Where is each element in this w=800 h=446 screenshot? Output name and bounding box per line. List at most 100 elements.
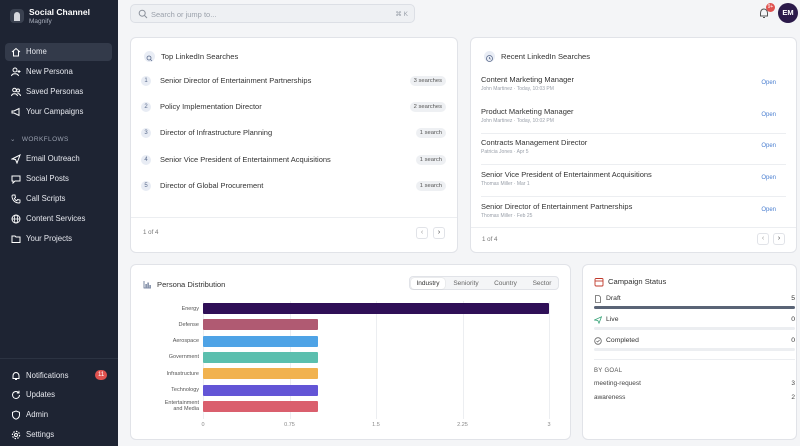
global-search-input[interactable]: Search or jump to... ⌘ K <box>130 4 415 23</box>
search-icon <box>144 51 155 62</box>
rank-number: 3 <box>141 128 151 138</box>
open-link[interactable]: Open <box>761 175 776 181</box>
chart-bar[interactable] <box>203 351 319 363</box>
user-plus-icon <box>11 67 21 77</box>
users-icon <box>11 87 21 97</box>
sidebar-divider <box>0 358 118 359</box>
gear-icon <box>11 430 21 440</box>
x-tick-label: 0 <box>201 422 205 429</box>
chart-bar[interactable] <box>203 368 319 380</box>
bell-icon[interactable] <box>758 7 770 19</box>
goal-label: awareness <box>594 394 626 401</box>
distribution-tabs: Industry Seniority Country Sector <box>409 276 559 290</box>
x-tick-label: 0.75 <box>284 422 295 429</box>
search-meta: Patricia Jones · Apr 5 <box>481 149 529 155</box>
goal-label: meeting-request <box>594 380 641 387</box>
top-search-row[interactable]: 4 Senior Vice President of Entertainment… <box>141 152 446 168</box>
sidebar-item-label: Email Outreach <box>26 154 80 163</box>
search-icon <box>138 9 148 19</box>
open-link[interactable]: Open <box>761 207 776 213</box>
sidebar-item-admin[interactable]: Admin <box>5 406 112 424</box>
tab-industry[interactable]: Industry <box>411 278 445 289</box>
next-page-button[interactable]: › <box>773 233 785 245</box>
top-search-row[interactable]: 3 Director of Infrastructure Planning 1 … <box>141 125 446 141</box>
workflows-section-label[interactable]: ⌄ WORKFLOWS <box>10 136 69 143</box>
sidebar-item-label: Notifications <box>26 371 69 380</box>
tab-country[interactable]: Country <box>494 280 517 287</box>
search-title: Senior Vice President of Entertainment A… <box>481 170 652 179</box>
persona-distribution-card: Persona Distribution Industry Seniority … <box>130 264 571 440</box>
prev-page-button[interactable]: ‹ <box>757 233 769 245</box>
sidebar-item-your-campaigns[interactable]: Your Campaigns <box>5 103 112 121</box>
tab-sector[interactable]: Sector <box>532 280 552 287</box>
recent-search-row: Contracts Management Director Patricia J… <box>481 138 776 158</box>
chart-bar[interactable] <box>203 319 319 331</box>
open-link[interactable]: Open <box>761 143 776 149</box>
recent-linkedin-searches-card: Recent LinkedIn Searches Content Marketi… <box>470 37 797 253</box>
sidebar-item-your-projects[interactable]: Your Projects <box>5 230 112 248</box>
sidebar-item-settings[interactable]: Settings <box>5 426 112 444</box>
search-title: Senior Director of Entertainment Partner… <box>160 76 312 85</box>
search-meta: John Martinez · Today, 10:02 PM <box>481 118 554 124</box>
chevron-down-icon: ⌄ <box>10 136 16 143</box>
recent-search-row: Senior Director of Entertainment Partner… <box>481 202 776 222</box>
search-count-badge: 1 search <box>415 128 446 138</box>
sidebar-item-label: Updates <box>26 390 56 399</box>
persona-distribution-chart: 0 0.75 1.5 2.25 3 Energy Defense Aerospace Gover… <box>131 265 570 439</box>
tab-seniority[interactable]: Seniority <box>453 280 479 287</box>
sidebar-item-content-services[interactable]: Content Services <box>5 210 112 228</box>
brand[interactable]: Social Channel Magnify <box>8 6 118 30</box>
row-divider <box>481 164 786 165</box>
status-row-completed: Completed 0 <box>594 336 795 352</box>
x-tick-label: 1.5 <box>372 422 380 429</box>
megaphone-icon <box>11 107 20 117</box>
sidebar-item-new-persona[interactable]: New Persona <box>5 63 112 81</box>
sidebar-item-label: Your Projects <box>26 234 73 243</box>
search-title: Director of Global Procurement <box>160 181 264 190</box>
search-count-badge: 1 search <box>415 181 446 191</box>
y-category-label: Entertainment and Media <box>164 400 199 413</box>
user-avatar[interactable]: EM <box>778 3 798 23</box>
prev-page-button[interactable]: ‹ <box>416 227 428 239</box>
chart-bar[interactable] <box>203 384 319 396</box>
rank-number: 4 <box>141 155 151 165</box>
sidebar-item-label: Settings <box>26 430 55 439</box>
home-icon <box>11 47 21 57</box>
sidebar-item-saved-personas[interactable]: Saved Personas <box>5 83 112 101</box>
sidebar-item-social-posts[interactable]: Social Posts <box>5 170 112 188</box>
top-search-row[interactable]: 2 Policy Implementation Director 2 searc… <box>141 99 446 115</box>
search-placeholder: Search or jump to... <box>151 10 217 19</box>
open-link[interactable]: Open <box>761 112 776 118</box>
status-progress-fill <box>594 306 795 309</box>
search-count-badge: 1 search <box>415 155 446 165</box>
top-search-row[interactable]: 1 Senior Director of Entertainment Partn… <box>141 73 446 89</box>
sidebar-item-label: Your Campaigns <box>26 107 84 116</box>
search-shortcut-hint: ⌘ K <box>395 11 408 18</box>
chart-bar[interactable] <box>203 400 319 412</box>
y-category-label: Government <box>168 354 199 361</box>
sidebar: Social Channel Magnify Home New Persona … <box>0 0 118 446</box>
sidebar-item-label: Admin <box>26 410 49 419</box>
calendar-icon <box>594 278 604 287</box>
sidebar-item-updates[interactable]: Updates <box>5 386 112 404</box>
x-tick-label: 2.25 <box>457 422 468 429</box>
search-title: Product Marketing Manager <box>481 107 574 116</box>
sidebar-item-email-outreach[interactable]: Email Outreach <box>5 150 112 168</box>
chart-bar[interactable] <box>203 335 319 347</box>
goal-count: 2 <box>791 394 795 401</box>
search-meta: John Martinez · Today, 10:03 PM <box>481 86 554 92</box>
sidebar-item-call-scripts[interactable]: Call Scripts <box>5 190 112 208</box>
status-row-live: Live 0 <box>594 315 795 331</box>
sidebar-item-home[interactable]: Home <box>5 43 112 61</box>
recent-search-row: Content Marketing Manager John Martinez … <box>481 75 776 95</box>
chart-bar[interactable] <box>203 303 549 314</box>
card-divider <box>131 217 457 218</box>
sidebar-item-notifications[interactable]: Notifications 11 <box>5 367 112 385</box>
top-search-row[interactable]: 5 Director of Global Procurement 1 searc… <box>141 178 446 194</box>
folder-icon <box>11 235 21 243</box>
top-bar: Search or jump to... ⌘ K 9+ EM <box>118 0 800 30</box>
next-page-button[interactable]: › <box>433 227 445 239</box>
open-link[interactable]: Open <box>761 80 776 86</box>
card-title: Persona Distribution <box>157 280 226 289</box>
chat-icon <box>11 175 21 184</box>
